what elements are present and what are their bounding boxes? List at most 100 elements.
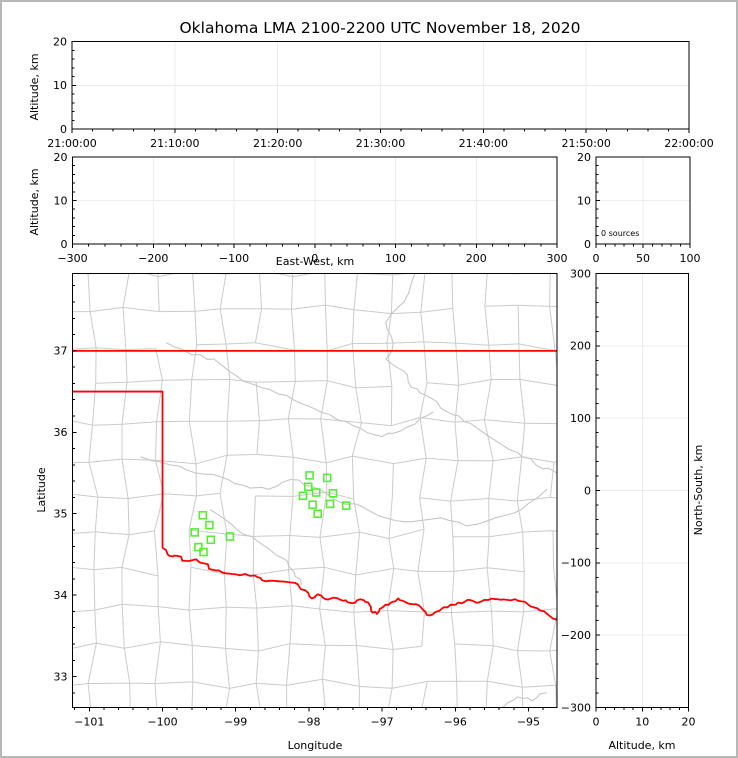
county-border-segment [286,678,323,686]
county-border-segment [423,341,456,344]
county-border-segment [356,645,394,650]
county-border-segment [420,307,453,313]
ns-panel-xlabel: Altitude, km [608,739,675,752]
county-border-segment [122,273,130,308]
county-border-segment [291,276,294,310]
county-border-segment [56,380,64,417]
county-border-segment [225,607,227,649]
county-border-segment [424,611,452,613]
county-border-segment [320,418,327,463]
x-tick-label: −200 [138,252,168,265]
river-line [165,342,434,437]
county-border-segment [325,462,328,493]
county-border-segment [319,608,354,613]
county-border-segment [353,574,357,613]
ns-panel-ylabel: North-South, km [692,445,705,536]
county-border-segment [489,531,523,538]
county-border-segment [328,232,359,237]
county-border-segment [289,535,320,538]
county-border-segment [484,419,525,424]
x-tick-label: 0 [311,252,318,265]
county-border-segment [452,536,455,572]
x-tick-label: 0 [593,252,600,265]
county-border-segment [294,350,296,382]
county-border-segment [485,681,488,708]
county-border-segment [219,274,227,309]
lma-source-marker [305,471,314,480]
county-border-segment [188,606,227,611]
y-tick-label: −100 [561,557,591,570]
county-border-segment [127,498,130,535]
county-border-segment [125,348,156,351]
county-border-segment [392,680,428,689]
county-border-segment [523,571,525,612]
county-border-segment [423,341,428,383]
county-border-segment [386,313,392,344]
county-border-segment [96,642,125,649]
county-border-segment [519,231,556,233]
county-border-segment [92,383,97,426]
county-border-segment [391,463,394,498]
ns-height-panel: 0 10 20 −300 −200 −100 0 100 200 300 [561,267,696,728]
y-tick-label: −200 [561,629,591,642]
source-histogram-panel: 0 50 100 0 10 20 [577,151,701,265]
county-border-segment [288,569,293,606]
county-border-segment [256,380,296,383]
county-border-segment [286,685,288,708]
county-border-segment [522,531,525,572]
county-border-segment [452,231,492,235]
y-tick-label: 35 [54,508,68,521]
lma-source-marker [205,520,214,530]
county-border-segment [293,456,327,464]
x-tick-label: 20 [682,716,696,729]
y-tick-label: 37 [54,345,68,358]
county-border-segment [95,531,130,536]
county-border-segment [451,273,454,309]
county-border-segment [121,421,157,425]
county-border-segment [553,567,557,605]
county-border-segment [58,687,61,726]
county-border-segment [291,309,295,351]
lma-source-marker [325,499,335,509]
county-border-segment [129,683,131,708]
county-border-segment [96,347,126,351]
county-border-segment [391,311,421,315]
lma-source-marker [322,473,332,483]
texas-panhandle-border-line [72,390,164,548]
county-border-segment [488,460,494,499]
county-border-segment [419,417,456,423]
county-border-segment [292,605,320,610]
county-border-segment [326,491,354,500]
y-tick-label: 100 [570,412,591,425]
county-border-segment [72,347,97,350]
county-border-segment [155,348,163,381]
ew-height-panel: −300 −200 −100 0 100 200 300 0 10 20 [54,151,568,265]
county-border-segment [155,421,158,461]
county-border-segment [484,273,488,307]
county-border-segment [487,680,523,688]
county-border-segment [493,456,522,462]
county-border-segment [322,678,360,687]
county-border-segment [295,380,328,382]
county-border-segment [517,496,551,502]
county-border-segment [484,304,519,307]
county-border-segment [225,342,256,345]
county-border-segment [61,463,62,493]
county-border-segment [72,609,95,613]
y-tick-label: 200 [570,340,591,353]
lma-sources [190,471,351,557]
county-border-segment [292,491,327,497]
county-border-segment [584,571,588,613]
y-tick-label: 33 [54,670,68,683]
county-border-segment [558,609,584,614]
county-border-segment [518,343,556,352]
county-border-segment [187,236,227,239]
red-river-border-line [162,547,557,621]
county-border-segment [387,688,393,708]
county-border-segment [56,417,61,463]
county-border-segment [253,495,256,537]
time-height-panel: 21:00:00 21:10:00 21:20:00 21:30:00 21:40:00… [47,35,713,150]
x-tick-label: −95 [517,716,540,729]
county-border-segment [191,681,194,708]
x-tick-label: 100 [680,252,701,265]
